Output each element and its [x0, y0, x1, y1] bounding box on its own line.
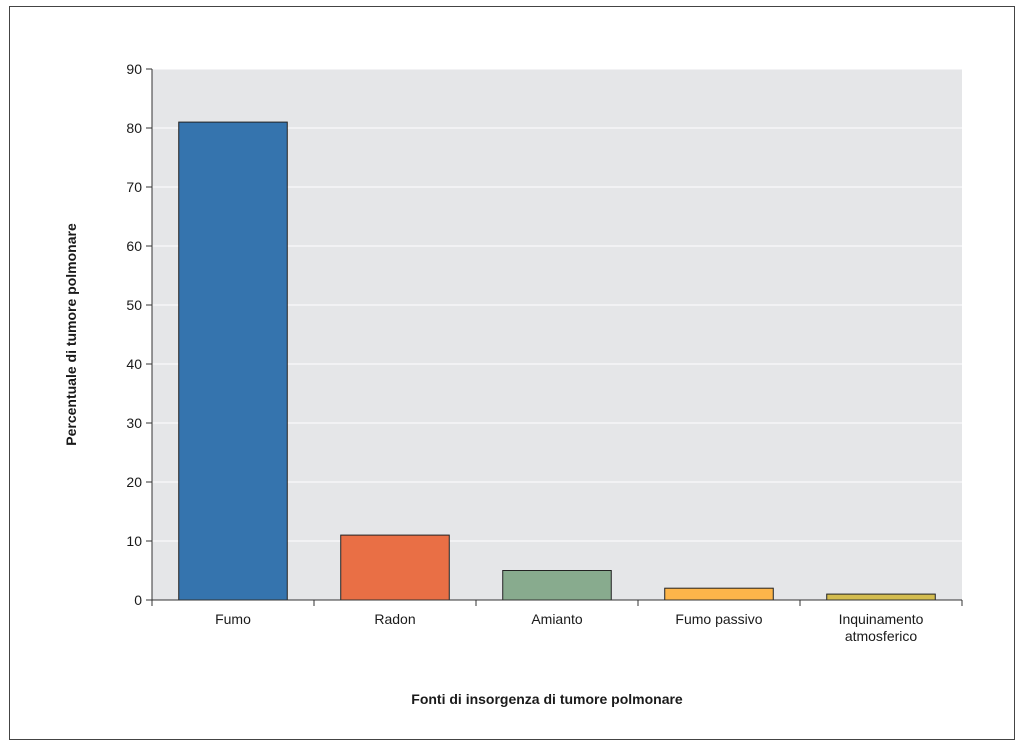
x-axis-title: Fonti di insorgenza di tumore polmonare	[411, 691, 683, 707]
y-tick-label: 20	[126, 474, 142, 490]
y-tick-label: 70	[126, 179, 142, 195]
y-tick-label: 60	[126, 238, 142, 254]
axes	[146, 68, 963, 606]
x-tick-label: Radon	[374, 611, 415, 627]
bar-amianto	[502, 570, 612, 601]
y-tick-label: 0	[134, 592, 142, 608]
x-tick-label: Fumo	[215, 611, 251, 627]
bar-fumo	[178, 121, 288, 601]
bar-fumo-passivo	[664, 587, 774, 601]
y-tick-labels: 0 10 20 30 40 50 60 70 80 90	[126, 61, 142, 608]
x-tick-label: Inquinamento atmosferico	[839, 611, 924, 644]
x-tick-labels: Fumo Radon Amianto Fumo passivo Inquinamento…	[215, 611, 924, 644]
y-tick-label: 90	[126, 61, 142, 77]
y-axis-title: Percentuale di tumore polmonare	[63, 223, 79, 446]
y-tick-label: 10	[126, 533, 142, 549]
x-tick-label: Amianto	[531, 611, 583, 627]
bars	[178, 121, 936, 601]
x-tick-label: Fumo passivo	[675, 611, 762, 627]
y-tick-label: 50	[126, 297, 142, 313]
bar-inquinamento-atmosferico	[826, 593, 936, 601]
y-tick-label: 40	[126, 356, 142, 372]
bar-radon	[340, 534, 450, 601]
y-tick-label: 80	[126, 120, 142, 136]
y-tick-label: 30	[126, 415, 142, 431]
